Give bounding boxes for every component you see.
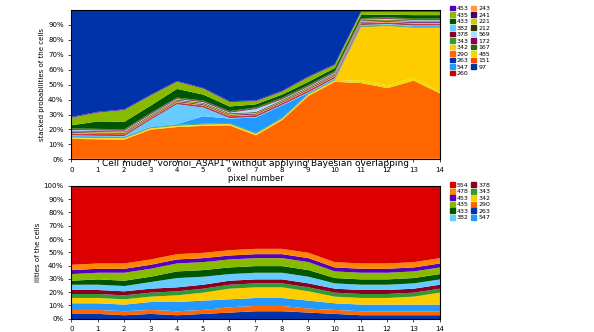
Y-axis label: ilities of the cells: ilities of the cells: [34, 223, 41, 282]
Legend: 453, 435, 433, 382, 378, 343, 342, 290, 263, 547, 260, 243, 241, 221, 212, 569, : 453, 435, 433, 382, 378, 343, 342, 290, …: [450, 6, 490, 76]
Y-axis label: stacked probabilities of the cells: stacked probabilities of the cells: [39, 28, 45, 141]
X-axis label: pixel number: pixel number: [228, 174, 283, 183]
Legend: 554, 478, 453, 435, 433, 382, 378, 343, 342, 290, 263, 547: 554, 478, 453, 435, 433, 382, 378, 343, …: [450, 182, 490, 220]
Text: Cell mudel "voronoi_A3AP1" without applying Bayesian overlapping: Cell mudel "voronoi_A3AP1" without apply…: [102, 159, 409, 168]
